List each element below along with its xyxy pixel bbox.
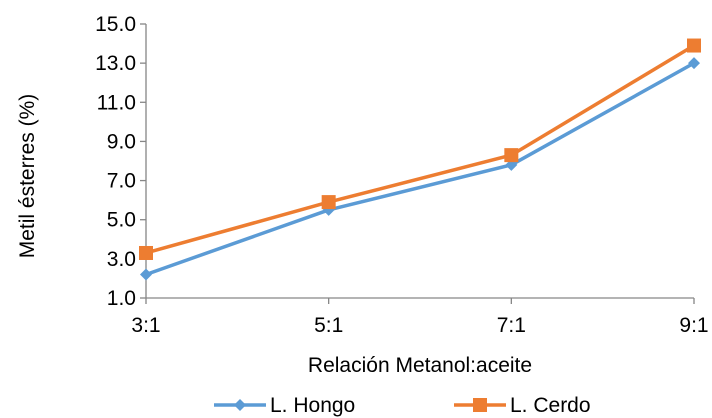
- y-tick-label: 1.0: [107, 287, 136, 310]
- x-tick-label: 5:1: [314, 314, 343, 337]
- x-axis: 3:1 5:1 7:1 9:1: [131, 297, 709, 337]
- data-point: [687, 38, 701, 53]
- data-point: [321, 195, 336, 210]
- x-axis-title: Relación Metanol:aceite: [308, 354, 532, 377]
- data-point: [688, 57, 700, 70]
- y-axis: 1.0 3.0 5.0 7.0 9.0 11.0 13.0 15.0: [95, 13, 147, 310]
- series-layer: [139, 38, 701, 281]
- legend-label: L. Hongo: [270, 394, 355, 417]
- y-tick-label: 9.0: [107, 130, 136, 153]
- y-axis-title: Metil ésterres (%): [16, 94, 39, 259]
- x-tick-label: 3:1: [131, 314, 160, 337]
- y-tick-label: 5.0: [107, 209, 136, 232]
- x-tick-label: 9:1: [679, 314, 708, 337]
- legend-label: L. Cerdo: [510, 394, 591, 417]
- series-2: [139, 38, 701, 260]
- y-tick-label: 15.0: [95, 13, 136, 36]
- y-tick-label: 3.0: [107, 248, 136, 271]
- legend-item-2: L. Cerdo: [454, 394, 591, 417]
- legend-marker: [234, 399, 246, 411]
- y-tick-label: 7.0: [107, 170, 136, 193]
- legend: L. Hongo L. Cerdo: [214, 394, 591, 417]
- x-tick-label: 7:1: [497, 314, 526, 337]
- series-line: [145, 61, 695, 277]
- data-point: [139, 245, 153, 260]
- data-point: [504, 148, 519, 163]
- y-tick-label: 11.0: [97, 91, 136, 114]
- series-line: [145, 44, 695, 255]
- legend-item-1: L. Hongo: [214, 394, 355, 417]
- data-point: [140, 268, 152, 281]
- y-tick-label: 13.0: [95, 52, 136, 75]
- legend-marker: [473, 398, 487, 412]
